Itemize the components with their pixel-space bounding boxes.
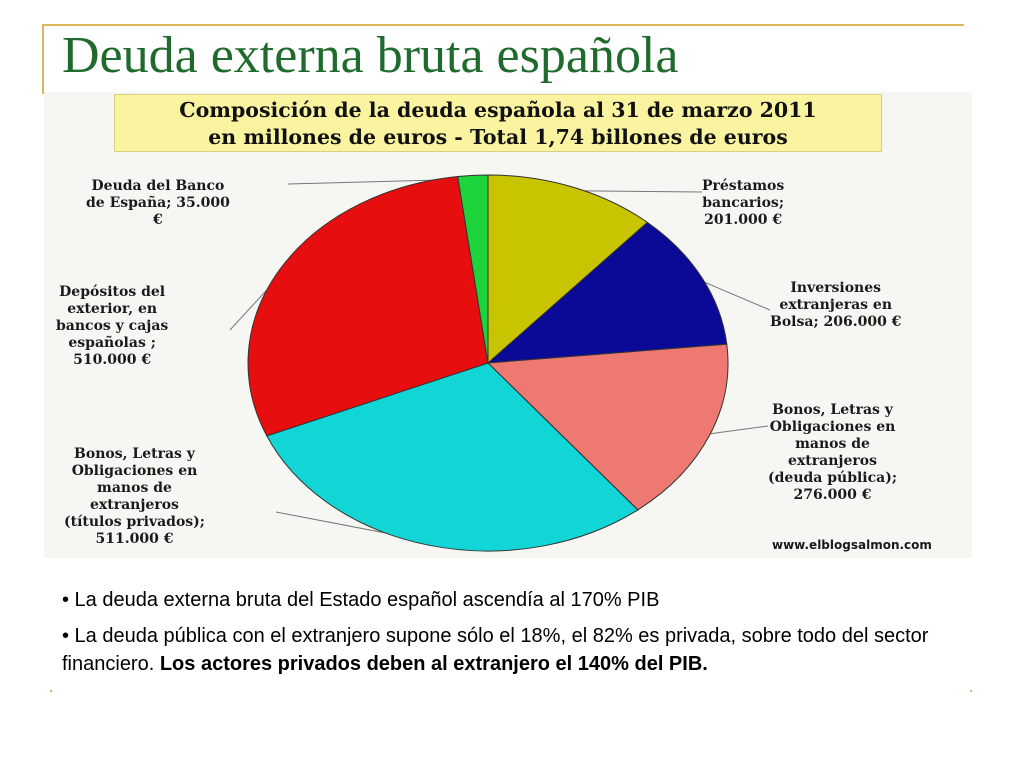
leader-line-inversiones: [697, 278, 771, 311]
slice-label-banco-espana: Deuda del Banco de España; 35.000 €: [86, 178, 230, 228]
chart-title-line-1: Composición de la deuda española al 31 d…: [179, 98, 817, 122]
bullet-1: • La deuda externa bruta del Estado espa…: [62, 586, 962, 614]
chart-source: www.elblogsalmon.com: [772, 538, 932, 552]
slice-label-bonos-privados: Bonos, Letras y Obligaciones en manos de…: [64, 446, 205, 547]
bullet-2: • La deuda pública con el extranjero sup…: [62, 622, 962, 678]
bullet-list: • La deuda externa bruta del Estado espa…: [62, 586, 962, 686]
pie-slice-bonos-publica: [486, 343, 729, 511]
pie-slice-depositos: [247, 175, 489, 437]
pie-slice-inversiones: [486, 221, 728, 364]
frame-dot-right: [970, 690, 972, 692]
chart-title-line-2: en millones de euros - Total 1,74 billon…: [208, 125, 788, 149]
leader-line-prestamos: [571, 190, 703, 193]
pie-slice-banco-espana: [457, 174, 489, 364]
pie-chart-svg: [229, 174, 771, 552]
pie-slice-prestamos: [487, 174, 649, 365]
leader-line-bonos-publica: [704, 425, 769, 435]
bullet-2-text: • La deuda pública con el extranjero sup…: [62, 625, 929, 675]
slide-frame-top-line: [42, 24, 964, 26]
pie-slices: [247, 174, 729, 552]
bullet-1-text: • La deuda externa bruta del Estado espa…: [62, 589, 660, 611]
slide-frame-left-line: [42, 24, 44, 94]
pie-slice-bonos-privados: [266, 362, 639, 552]
slice-label-prestamos: Préstamos bancarios; 201.000 €: [702, 178, 785, 228]
chart-heading-box: Composición de la deuda española al 31 d…: [114, 94, 882, 152]
frame-dot-left: [50, 690, 52, 692]
slide-title: Deuda externa bruta española: [62, 27, 679, 84]
slice-label-inversiones: Inversiones extranjeras en Bolsa; 206.00…: [770, 280, 902, 330]
slice-label-depositos: Depósitos del exterior, en bancos y caja…: [56, 284, 169, 368]
bullet-2-bold: Los actores privados deben al extranjero…: [159, 653, 708, 675]
pie-chart-image: Composición de la deuda española al 31 d…: [44, 92, 972, 558]
slice-label-bonos-publica: Bonos, Letras y Obligaciones en manos de…: [768, 402, 898, 503]
